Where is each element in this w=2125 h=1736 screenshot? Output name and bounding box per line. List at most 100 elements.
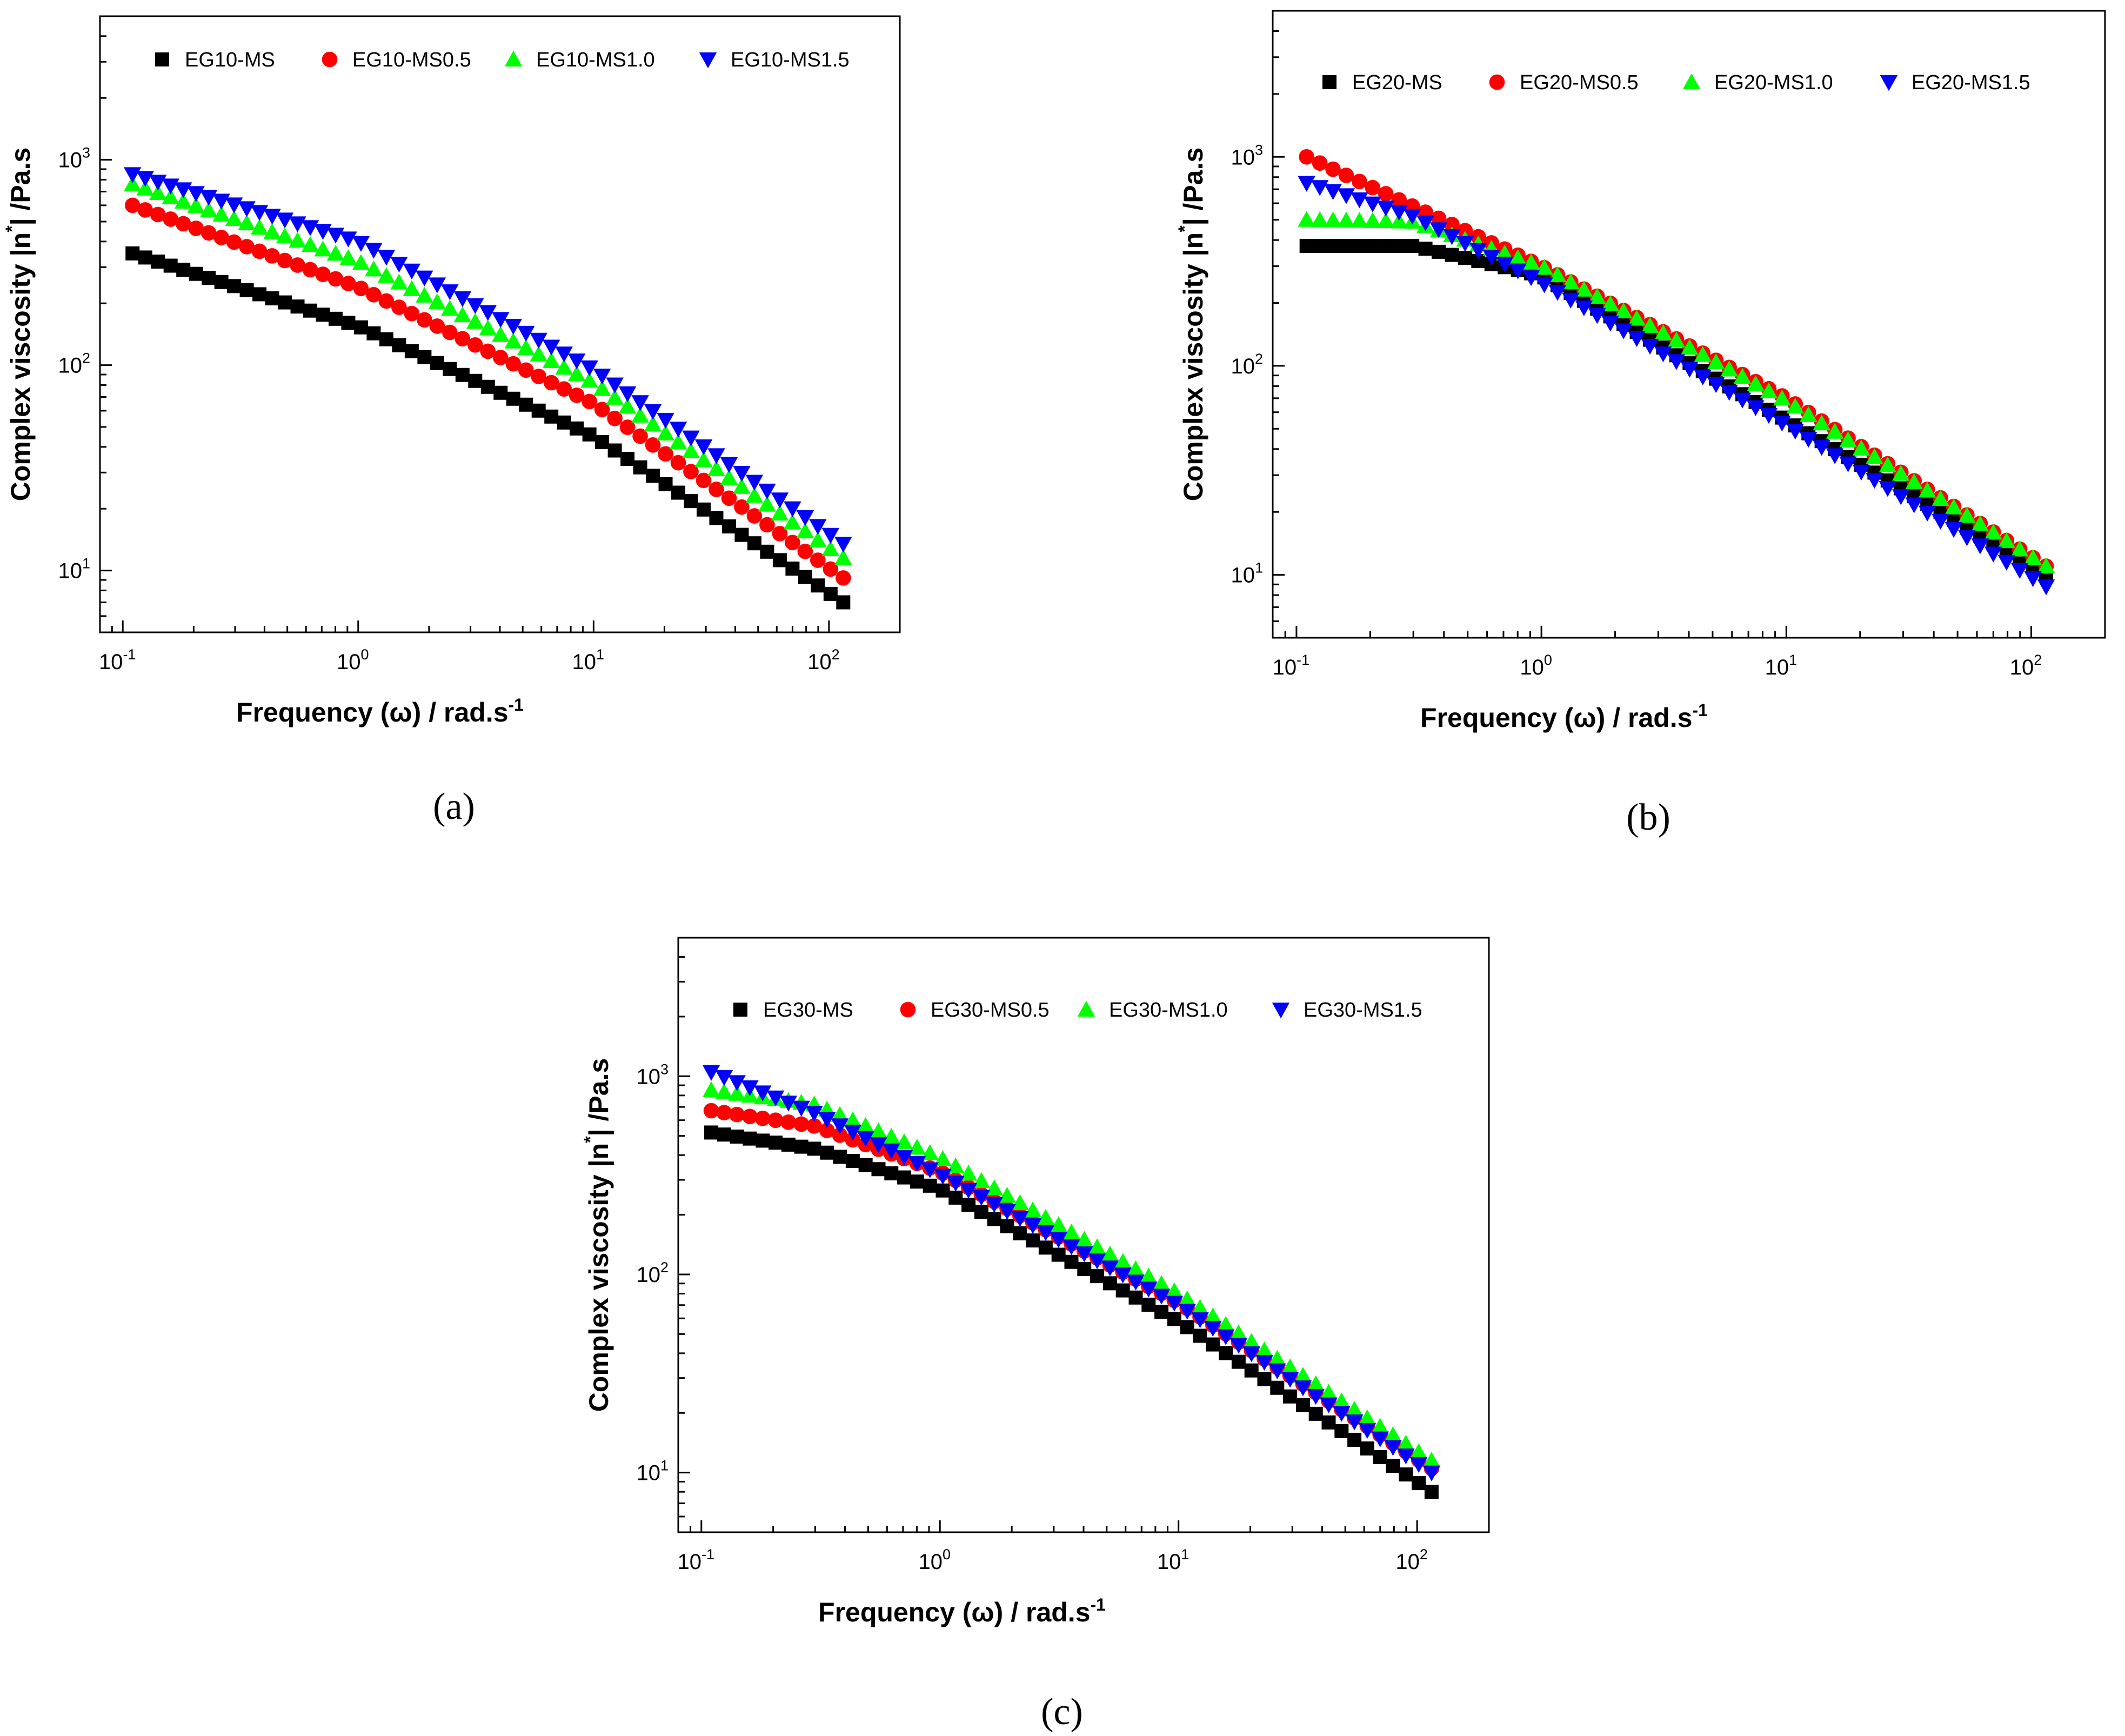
data-point xyxy=(702,1081,720,1098)
data-point xyxy=(1178,1304,1196,1320)
data-point xyxy=(1229,1338,1248,1354)
data-point xyxy=(729,1106,745,1123)
data-point xyxy=(908,1156,926,1172)
legend-label: EG10-MS1.0 xyxy=(536,49,655,71)
data-point xyxy=(1733,392,1752,409)
data-point xyxy=(1371,1418,1389,1434)
data-point xyxy=(403,263,421,280)
data-point xyxy=(1102,1276,1117,1291)
series-EG30-MS1.5 xyxy=(702,1065,1441,1481)
y-axis-title: Complex viscosity |n*| /Pa.s xyxy=(1175,148,1209,502)
data-point xyxy=(1024,1201,1042,1218)
data-point xyxy=(1409,1443,1428,1459)
data-point xyxy=(1879,456,1897,473)
data-point xyxy=(1429,222,1448,238)
data-point xyxy=(1588,288,1606,304)
data-point xyxy=(821,528,840,544)
data-point xyxy=(1204,1320,1222,1337)
data-point xyxy=(390,257,408,273)
data-point xyxy=(797,543,813,559)
legend-label: EG30-MS0.5 xyxy=(931,999,1050,1021)
data-point xyxy=(1390,204,1408,221)
data-point xyxy=(1037,1208,1055,1225)
data-point xyxy=(315,266,331,282)
data-point xyxy=(417,312,432,328)
data-point xyxy=(910,1174,924,1189)
data-point xyxy=(1416,215,1434,231)
data-point xyxy=(479,319,497,336)
data-point xyxy=(504,332,522,349)
data-point xyxy=(1422,1465,1441,1481)
data-point xyxy=(2010,563,2029,579)
data-point xyxy=(1405,238,1420,253)
data-point xyxy=(810,552,826,568)
data-point xyxy=(1399,1467,1413,1482)
data-point xyxy=(1307,1388,1325,1405)
data-point xyxy=(644,404,662,420)
data-point xyxy=(544,409,559,424)
data-point xyxy=(2037,557,2055,573)
data-point xyxy=(1535,277,1553,293)
data-point xyxy=(923,1178,937,1193)
data-point xyxy=(1944,522,1963,538)
data-point xyxy=(694,439,713,456)
series-EG10-MS1.0 xyxy=(123,175,852,565)
data-point xyxy=(1773,390,1791,406)
data-point xyxy=(606,389,624,405)
data-point xyxy=(745,475,764,491)
data-point xyxy=(1562,292,1580,309)
data-point xyxy=(709,482,724,497)
data-point xyxy=(542,339,560,356)
data-point xyxy=(683,464,699,479)
data-point xyxy=(883,1127,900,1144)
data-point xyxy=(1338,168,1354,183)
data-point xyxy=(404,305,420,322)
data-point xyxy=(1140,1267,1158,1284)
data-point xyxy=(1397,1434,1415,1451)
data-point xyxy=(694,451,713,468)
data-point xyxy=(646,469,660,483)
data-point xyxy=(734,499,750,515)
data-point xyxy=(492,312,510,328)
data-point xyxy=(669,433,687,450)
y-tick-label: 103 xyxy=(1231,142,1263,169)
y-tick-label: 103 xyxy=(58,145,90,172)
data-point xyxy=(556,381,572,397)
x-tick-label: 100 xyxy=(1520,652,1552,679)
data-point xyxy=(832,1127,848,1143)
data-point xyxy=(1000,1219,1014,1233)
data-point xyxy=(378,293,395,309)
data-point xyxy=(467,337,483,353)
data-point xyxy=(1308,1406,1323,1421)
data-point xyxy=(1839,431,1857,448)
chart-panel-1: 10-1 100 101 102 101 102 103 Frequency (ω) / ra… xyxy=(2,15,901,827)
data-point xyxy=(593,369,611,385)
data-point xyxy=(1337,211,1355,228)
data-point xyxy=(657,424,674,440)
data-point xyxy=(480,343,496,359)
data-point xyxy=(948,1190,963,1205)
legend-label: EG20-MS1.5 xyxy=(1912,71,2030,94)
data-point xyxy=(1358,1423,1376,1439)
data-point xyxy=(1364,196,1382,212)
data-point xyxy=(1522,253,1540,270)
legend-marker xyxy=(1272,1003,1290,1019)
data-point xyxy=(1681,362,1699,378)
data-point xyxy=(1495,256,1514,273)
data-point xyxy=(1944,498,1963,515)
data-point xyxy=(519,397,533,412)
data-point xyxy=(263,223,281,239)
data-point xyxy=(214,275,229,289)
data-point xyxy=(607,443,622,458)
data-point xyxy=(341,316,356,330)
data-point xyxy=(1077,1261,1092,1276)
data-point xyxy=(895,1133,913,1150)
data-point xyxy=(2024,549,2042,565)
data-point xyxy=(416,270,433,286)
data-point xyxy=(1932,513,1949,530)
data-point xyxy=(1984,524,2002,540)
data-point xyxy=(1333,1392,1351,1408)
data-point xyxy=(1219,1346,1233,1360)
data-point xyxy=(392,338,406,352)
